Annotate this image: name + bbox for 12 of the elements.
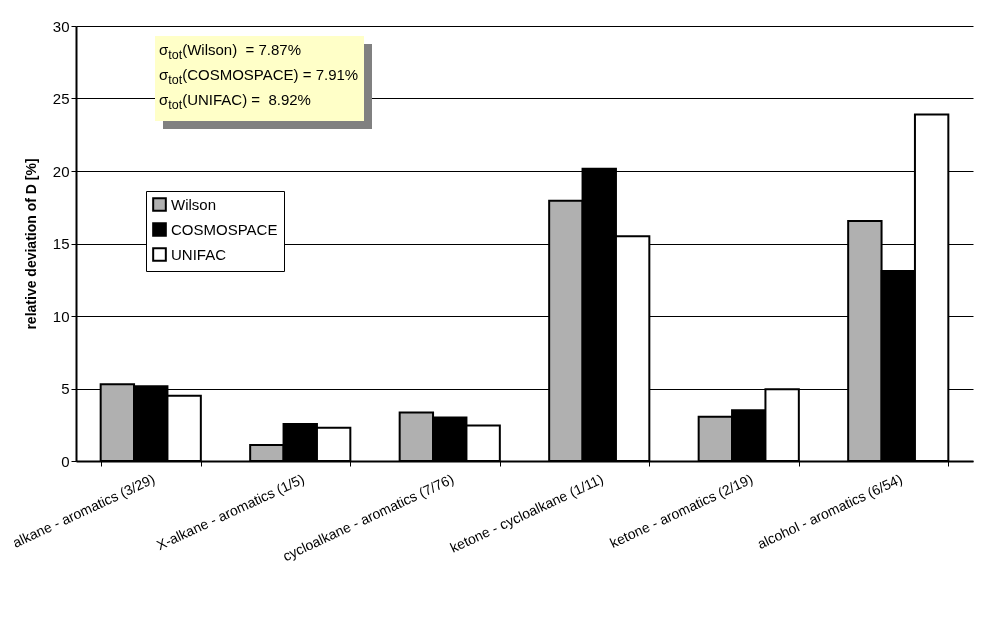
legend-label: Wilson [171,195,217,213]
text: σ$_{tot}$(Wilson) = 7.87% σ$_{tot}$(COSMOSPACE) = 7.91% σ$_{tot}$(UNIFAC) = 8.92% [159,41,359,112]
y-tick-label: 15 [52,235,70,252]
y-tick-label: 25 [52,90,70,107]
y-tick-label: 5 [61,380,70,397]
y-tick-label: 30 [52,17,70,35]
y-tick-label: 20 [52,162,70,180]
legend-label: UNIFAC [171,245,227,263]
legend-label: COSMOSPACE [171,220,278,238]
y-tick-label: 0 [61,452,70,470]
y-axis-title: relative deviation of D [%] [22,158,39,330]
y-tick-label: 10 [52,307,70,325]
